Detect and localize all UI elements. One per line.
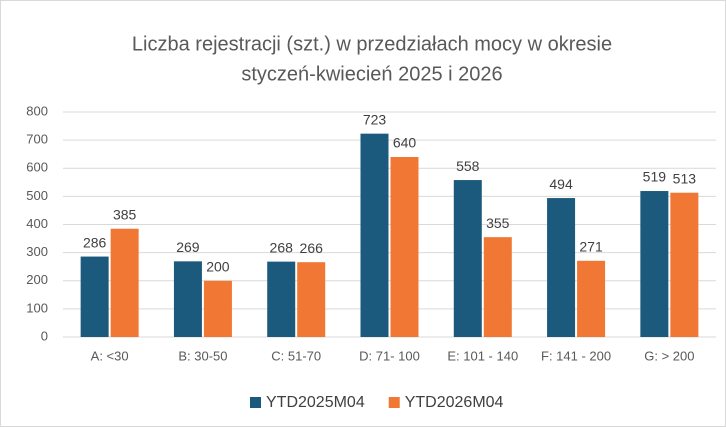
x-tick-label: A: <30 — [91, 348, 129, 363]
bar — [577, 260, 606, 337]
bar — [483, 237, 512, 337]
chart-title: styczeń-kwiecień 2025 i 2026 — [241, 63, 502, 85]
value-label: 723 — [363, 111, 387, 127]
value-label: 640 — [393, 135, 417, 151]
x-tick-label: G: > 200 — [644, 348, 694, 363]
value-label: 513 — [673, 170, 697, 186]
y-tick-label: 800 — [26, 103, 48, 118]
legend-swatch — [250, 397, 261, 408]
value-label: 271 — [579, 238, 603, 254]
bar — [267, 261, 296, 337]
y-tick-label: 200 — [26, 272, 48, 287]
legend-label: YTD2025M04 — [266, 394, 365, 411]
bar — [110, 228, 139, 337]
y-tick-label: 600 — [26, 160, 48, 175]
x-tick-label: E: 101 - 140 — [447, 348, 518, 363]
value-label: 286 — [83, 234, 107, 250]
value-label: 519 — [643, 169, 667, 185]
bar — [297, 262, 326, 337]
legend-swatch — [388, 397, 400, 408]
chart-title: Liczba rejestracji (szt.) w przedziałach… — [132, 33, 612, 55]
bar — [453, 180, 482, 337]
y-tick-label: 400 — [26, 216, 48, 231]
y-tick-label: 300 — [26, 244, 48, 259]
bar — [640, 191, 669, 337]
y-tick-label: 100 — [26, 300, 48, 315]
bar — [80, 256, 109, 337]
x-tick-label: D: 71- 100 — [359, 348, 420, 363]
bar — [547, 198, 576, 337]
value-label: 385 — [113, 206, 137, 222]
y-tick-label: 0 — [41, 328, 48, 343]
value-label: 558 — [456, 158, 480, 174]
bar — [203, 280, 232, 337]
value-label: 268 — [270, 239, 294, 255]
value-label: 266 — [300, 240, 324, 256]
y-tick-label: 500 — [26, 188, 48, 203]
bar — [670, 192, 699, 337]
value-label: 355 — [486, 215, 510, 231]
bar — [390, 157, 419, 337]
x-tick-label: F: 141 - 200 — [541, 348, 611, 363]
value-label: 269 — [176, 239, 200, 255]
value-label: 494 — [549, 176, 573, 192]
x-tick-label: B: 30-50 — [178, 348, 227, 363]
legend-label: YTD2026M04 — [405, 394, 504, 411]
value-label: 200 — [206, 258, 230, 274]
bar — [173, 261, 202, 337]
bar — [360, 133, 389, 337]
y-tick-label: 700 — [26, 132, 48, 147]
x-tick-label: C: 51-70 — [271, 348, 321, 363]
